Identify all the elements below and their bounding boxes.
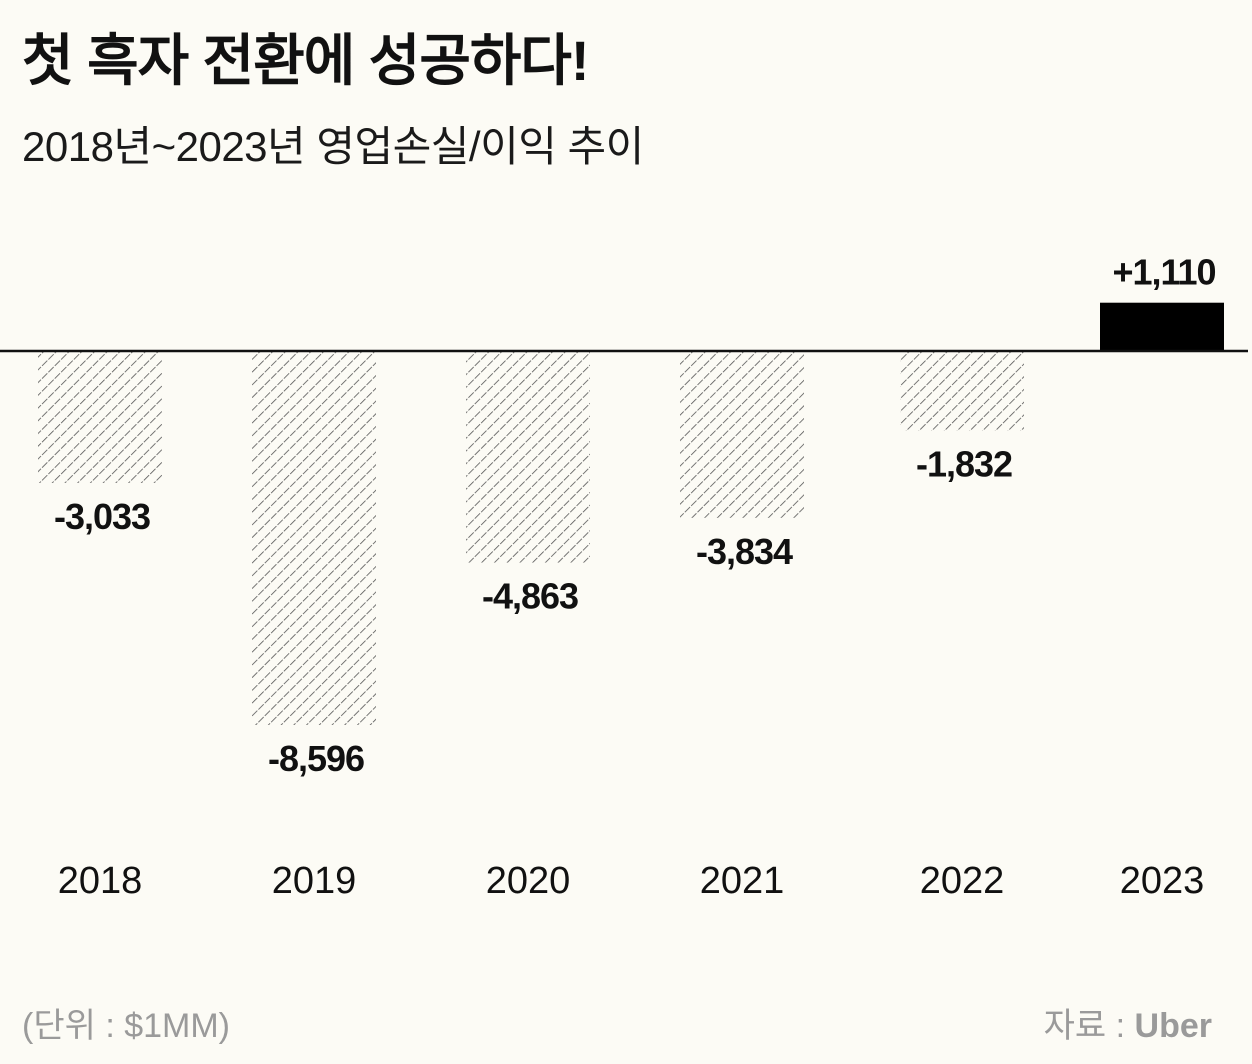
source-name: Uber [1134, 1007, 1212, 1045]
data-label-2021: -3,834 [696, 531, 793, 572]
x-tick-2020: 2020 [486, 860, 571, 902]
labels-layer: -3,033 -8,596 -4,863 -3,834 -1,832 +1,110 [54, 252, 1217, 779]
data-label-2018: -3,033 [54, 496, 150, 537]
bar-2021 [680, 351, 804, 518]
data-label-2019: -8,596 [268, 738, 364, 779]
bar-2018 [38, 351, 162, 483]
data-label-2023: +1,110 [1112, 252, 1215, 293]
bars-layer [38, 302, 1224, 725]
x-tick-2018: 2018 [58, 860, 143, 902]
data-label-2022: -1,832 [916, 444, 1012, 485]
x-tick-2019: 2019 [272, 860, 357, 902]
bar-2019 [252, 351, 376, 725]
x-tick-2022: 2022 [920, 860, 1005, 902]
x-tick-2023: 2023 [1120, 860, 1205, 902]
source-label: 자료 : [1043, 1007, 1135, 1045]
data-label-2020: -4,863 [482, 576, 578, 617]
bar-2023 [1100, 302, 1224, 351]
bar-2022 [900, 351, 1024, 431]
x-tick-2021: 2021 [700, 860, 785, 902]
chart-title: 첫 흑자 전환에 성공하다! [22, 29, 590, 92]
chart-subtitle: 2018년~2023년 영업손실/이익 추이 [22, 123, 644, 170]
source-note: 자료 : Uber [1044, 998, 1212, 1047]
bar-2020 [466, 351, 590, 563]
x-axis-ticks: 2018 2019 2020 2021 2022 2023 [58, 860, 1205, 902]
unit-note: (단위 : $1MM) [22, 1007, 231, 1045]
